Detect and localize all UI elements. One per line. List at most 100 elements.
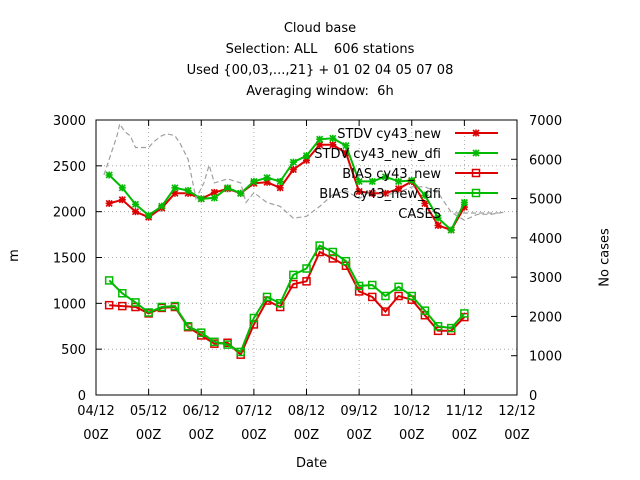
series-point-0: [131, 208, 140, 216]
series-point-1: [184, 187, 192, 195]
y-tick-label: 0: [78, 389, 86, 404]
series-point-1: [342, 142, 350, 150]
series-point-2: [368, 292, 377, 302]
x-tick-label-time: 00Z: [452, 428, 478, 443]
x-tick-label: 07/12: [235, 404, 272, 419]
y2-tick-label: 6000: [529, 153, 562, 168]
series-point-1: [316, 135, 324, 143]
y-tick-label: 2500: [53, 160, 86, 175]
series-point-3: [118, 289, 127, 298]
x-tick-label: 12/12: [498, 404, 535, 419]
y2-tick-label: 0: [529, 389, 537, 404]
y2-tick-label: 5000: [529, 193, 562, 208]
series-point-1: [105, 171, 113, 179]
chart-title: Cloud base: [283, 21, 357, 36]
y-tick-label: 1000: [53, 297, 86, 312]
series-point-3: [104, 276, 114, 285]
legend-marker-1: [472, 149, 480, 157]
series-point-1: [171, 184, 179, 192]
series-point-3: [275, 299, 285, 308]
series-point-3: [289, 270, 298, 280]
y2-tick-label: 3000: [529, 271, 562, 286]
legend-marker-0: [472, 129, 480, 137]
series-point-1: [368, 177, 376, 185]
series-point-3: [170, 301, 180, 311]
series-point-3: [249, 313, 259, 323]
x-tick-label: 04/12: [77, 404, 114, 419]
series-point-0: [329, 141, 337, 149]
series-point-3: [315, 241, 324, 250]
series-point-2: [394, 291, 403, 301]
chart-subtitle-1: Selection: ALL 606 stations: [225, 42, 415, 57]
series-point-3: [302, 264, 311, 273]
x-tick-label: 11/12: [446, 404, 483, 419]
x-tick-label: 05/12: [130, 404, 167, 419]
series-point-1: [158, 202, 166, 210]
x-tick-label: 06/12: [183, 404, 220, 419]
x-tick-label-time: 00Z: [294, 428, 320, 443]
series-point-1: [263, 174, 271, 182]
series-point-1: [250, 177, 258, 185]
chart-subtitle-3: Averaging window: 6h: [246, 84, 394, 99]
chart-subtitle-2: Used {00,03,...,21} + 01 02 04 05 07 08: [186, 63, 454, 78]
series-line-1: [108, 137, 466, 232]
series-point-3: [328, 247, 338, 257]
legend-label-3: BIAS cy43_new_dfi: [319, 187, 441, 202]
series-point-1: [434, 214, 442, 222]
series-point-2: [354, 287, 364, 296]
series-point-0: [355, 187, 363, 196]
y2-tick-label: 1000: [529, 350, 562, 365]
series-point-1: [289, 158, 297, 166]
x-tick-label: 08/12: [288, 404, 325, 419]
series-point-1: [329, 134, 337, 142]
x-tick-label-time: 00Z: [346, 428, 372, 443]
y2-tick-label: 4000: [529, 232, 562, 247]
series-point-2: [381, 307, 390, 316]
series-point-3: [394, 282, 403, 292]
series-point-1: [131, 200, 140, 208]
y-tick-label: 500: [61, 343, 86, 358]
series-line-4: [103, 122, 504, 221]
series-point-2: [433, 326, 443, 336]
series-point-3: [157, 302, 167, 312]
series-point-0: [395, 185, 403, 193]
y2-tick-label: 2000: [529, 310, 562, 325]
series-point-1: [421, 191, 429, 199]
series-point-2: [118, 301, 127, 311]
series-point-0: [434, 221, 442, 229]
legend-label-2: BIAS cy43_new: [342, 167, 441, 182]
series-point-1: [118, 184, 126, 192]
series-point-3: [144, 308, 153, 317]
series-point-1: [210, 194, 218, 202]
series-point-1: [447, 226, 455, 234]
series-point-3: [381, 291, 390, 301]
series-point-1: [408, 176, 416, 185]
series-point-3: [460, 309, 469, 318]
series-point-3: [197, 328, 206, 337]
chart-title-block: Cloud base Selection: ALL 606 stations U…: [0, 18, 640, 102]
series-line-3: [108, 244, 466, 354]
legend-label-1: STDV cy43_new_dfi: [314, 147, 441, 162]
series-point-1: [395, 177, 403, 185]
series-point-2: [302, 277, 311, 286]
series-point-3: [446, 323, 456, 333]
series-point-3: [420, 306, 430, 315]
series-point-3: [131, 298, 140, 307]
series-point-0: [276, 184, 284, 192]
y-tick-label: 3000: [53, 114, 86, 129]
series-point-0: [105, 199, 113, 207]
series-point-3: [354, 281, 364, 291]
legend-label-0: STDV cy43_new: [337, 127, 441, 142]
series-point-1: [355, 177, 363, 185]
x-tick-label: 10/12: [393, 404, 430, 419]
series-point-2: [104, 300, 114, 310]
series-point-3: [236, 347, 245, 357]
series-point-3: [223, 340, 232, 349]
series-point-3: [262, 292, 272, 302]
series-point-0: [118, 196, 126, 204]
series-line-0: [108, 143, 466, 232]
x-axis-label: Date: [296, 456, 328, 471]
series-point-0: [421, 199, 429, 207]
